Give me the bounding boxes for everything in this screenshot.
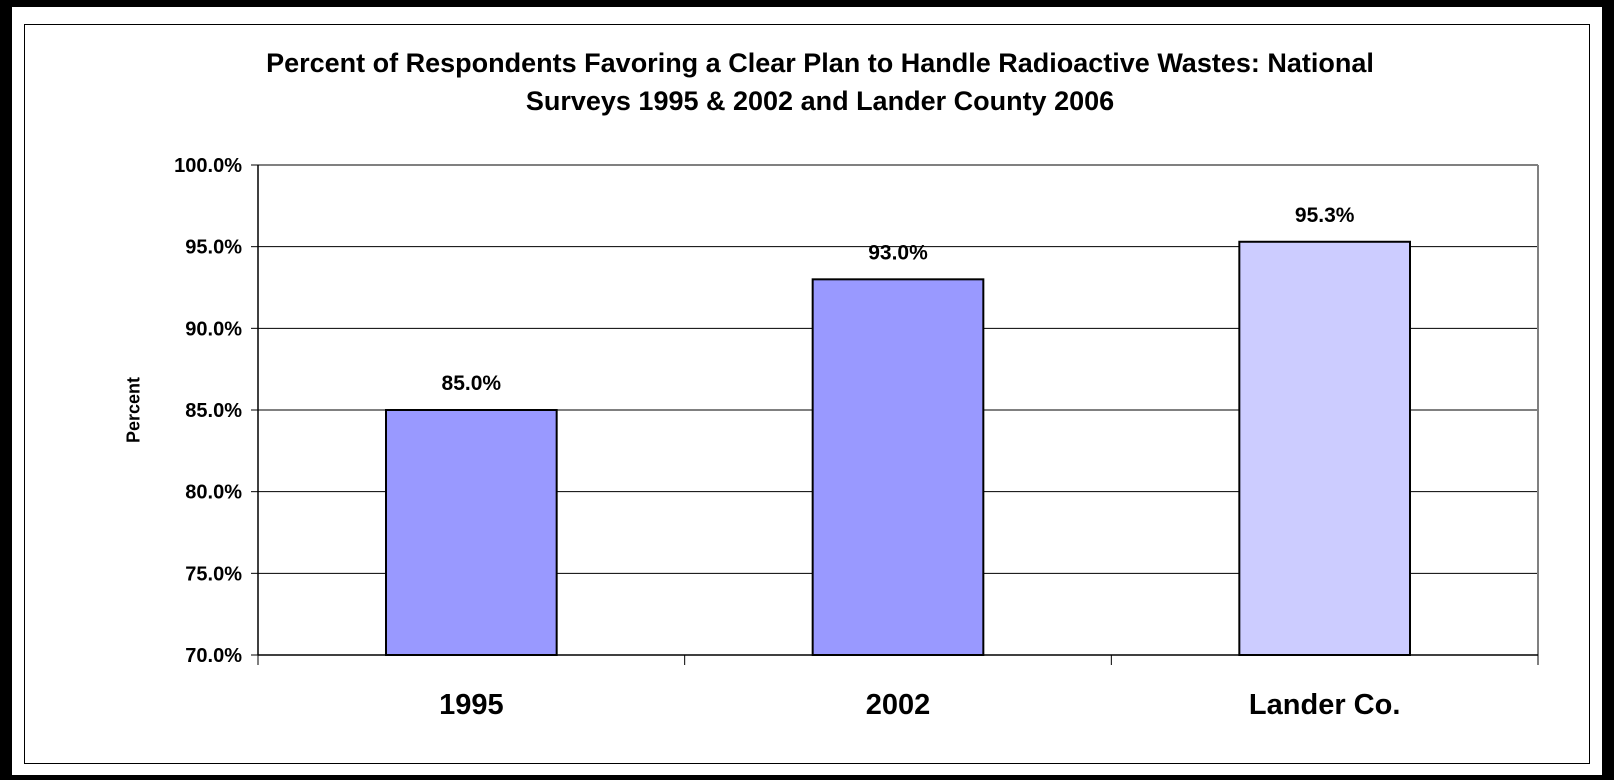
bars — [386, 242, 1410, 655]
data-label: 85.0% — [442, 372, 502, 395]
bar — [1239, 242, 1410, 655]
x-tick-label: 2002 — [866, 689, 931, 721]
x-tick-label: Lander Co. — [1249, 689, 1400, 721]
y-tick-label: 75.0% — [185, 563, 242, 585]
y-tick-label: 90.0% — [185, 318, 242, 340]
labels: 70.0% 75.0% 80.0% 85.0% 90.0% 95.0% 100.0% 85.0… — [174, 155, 1400, 721]
bar — [813, 279, 984, 655]
bar — [386, 410, 557, 655]
data-label: 93.0% — [868, 241, 928, 264]
y-tick-label: 95.0% — [185, 237, 242, 259]
x-tick-label: 1995 — [439, 689, 504, 721]
y-tick-label: 70.0% — [185, 645, 242, 667]
data-label: 95.3% — [1295, 204, 1355, 227]
y-tick-label: 80.0% — [185, 482, 242, 504]
y-tick-label: 100.0% — [174, 155, 242, 177]
y-tick-label: 85.0% — [185, 400, 242, 422]
